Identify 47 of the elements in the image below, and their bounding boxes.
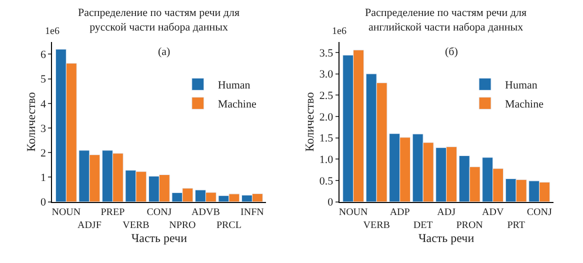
- y-tick-label: 0.5: [319, 175, 334, 188]
- x-tick-label: VERB: [363, 220, 390, 231]
- x-tick-label: PRON: [456, 220, 483, 231]
- x-tick-label: ADVB: [192, 206, 220, 218]
- annotation: (б): [445, 46, 458, 58]
- text: 1e6: [45, 26, 60, 37]
- x-axis-title: Часть речи: [131, 230, 188, 245]
- x-tick-label: NPRO: [169, 220, 196, 231]
- x-tick-label: ADJF: [77, 220, 102, 231]
- y-axis-title: Количество: [302, 92, 317, 152]
- legend-label: Human: [505, 79, 538, 92]
- x-tick-label: NOUN: [338, 206, 368, 218]
- x-tick-label: PRCL: [216, 220, 242, 231]
- legend-label: Human: [218, 79, 251, 92]
- x-tick-label: VERB: [122, 220, 150, 231]
- x-tick-label: ADJ: [437, 206, 456, 218]
- y-tick-label: 2.0: [319, 111, 334, 124]
- x-axis-title: Часть речи: [418, 230, 475, 245]
- x-tick-label: INFN: [240, 206, 264, 218]
- y-axis-title: Количество: [24, 92, 38, 152]
- y-tick-label: 2: [40, 147, 46, 160]
- y-tick-label: 2.5: [319, 90, 334, 102]
- y-tick-label: 3.0: [319, 68, 334, 81]
- y-tick-label: 3: [40, 122, 47, 135]
- legend-label: Machine: [505, 98, 544, 110]
- x-tick-label: CONJ: [526, 206, 552, 218]
- y-tick-label: 1.5: [319, 132, 334, 145]
- x-tick-label: PRT: [507, 220, 525, 231]
- chart-title: Распределение по частям речи для русской части набора данных: [78, 7, 240, 34]
- y-tick-label: 5: [40, 74, 47, 86]
- y-tick-label: 0: [40, 196, 47, 209]
- chart-title: Распределение по частям речи для английской части набора данных: [365, 7, 527, 34]
- y-tick-label: 3.5: [319, 47, 334, 60]
- x-tick-label: ADP: [390, 206, 410, 218]
- y-tick-label: 6: [40, 49, 47, 62]
- y-tick-label: 4: [40, 98, 47, 110]
- legend-label: Machine: [218, 98, 256, 110]
- x-tick-label: NOUN: [52, 206, 81, 218]
- y-tick-label: 0: [328, 196, 334, 209]
- x-tick-label: ADV: [482, 206, 504, 218]
- text: 1e6: [332, 26, 346, 37]
- x-tick-label: PREP: [100, 206, 126, 218]
- y-tick-label: 1.0: [319, 154, 334, 166]
- x-tick-label: CONJ: [146, 206, 172, 218]
- annotation: (a): [158, 46, 171, 58]
- x-tick-label: DET: [413, 220, 433, 231]
- y-tick-label: 1: [40, 172, 46, 184]
